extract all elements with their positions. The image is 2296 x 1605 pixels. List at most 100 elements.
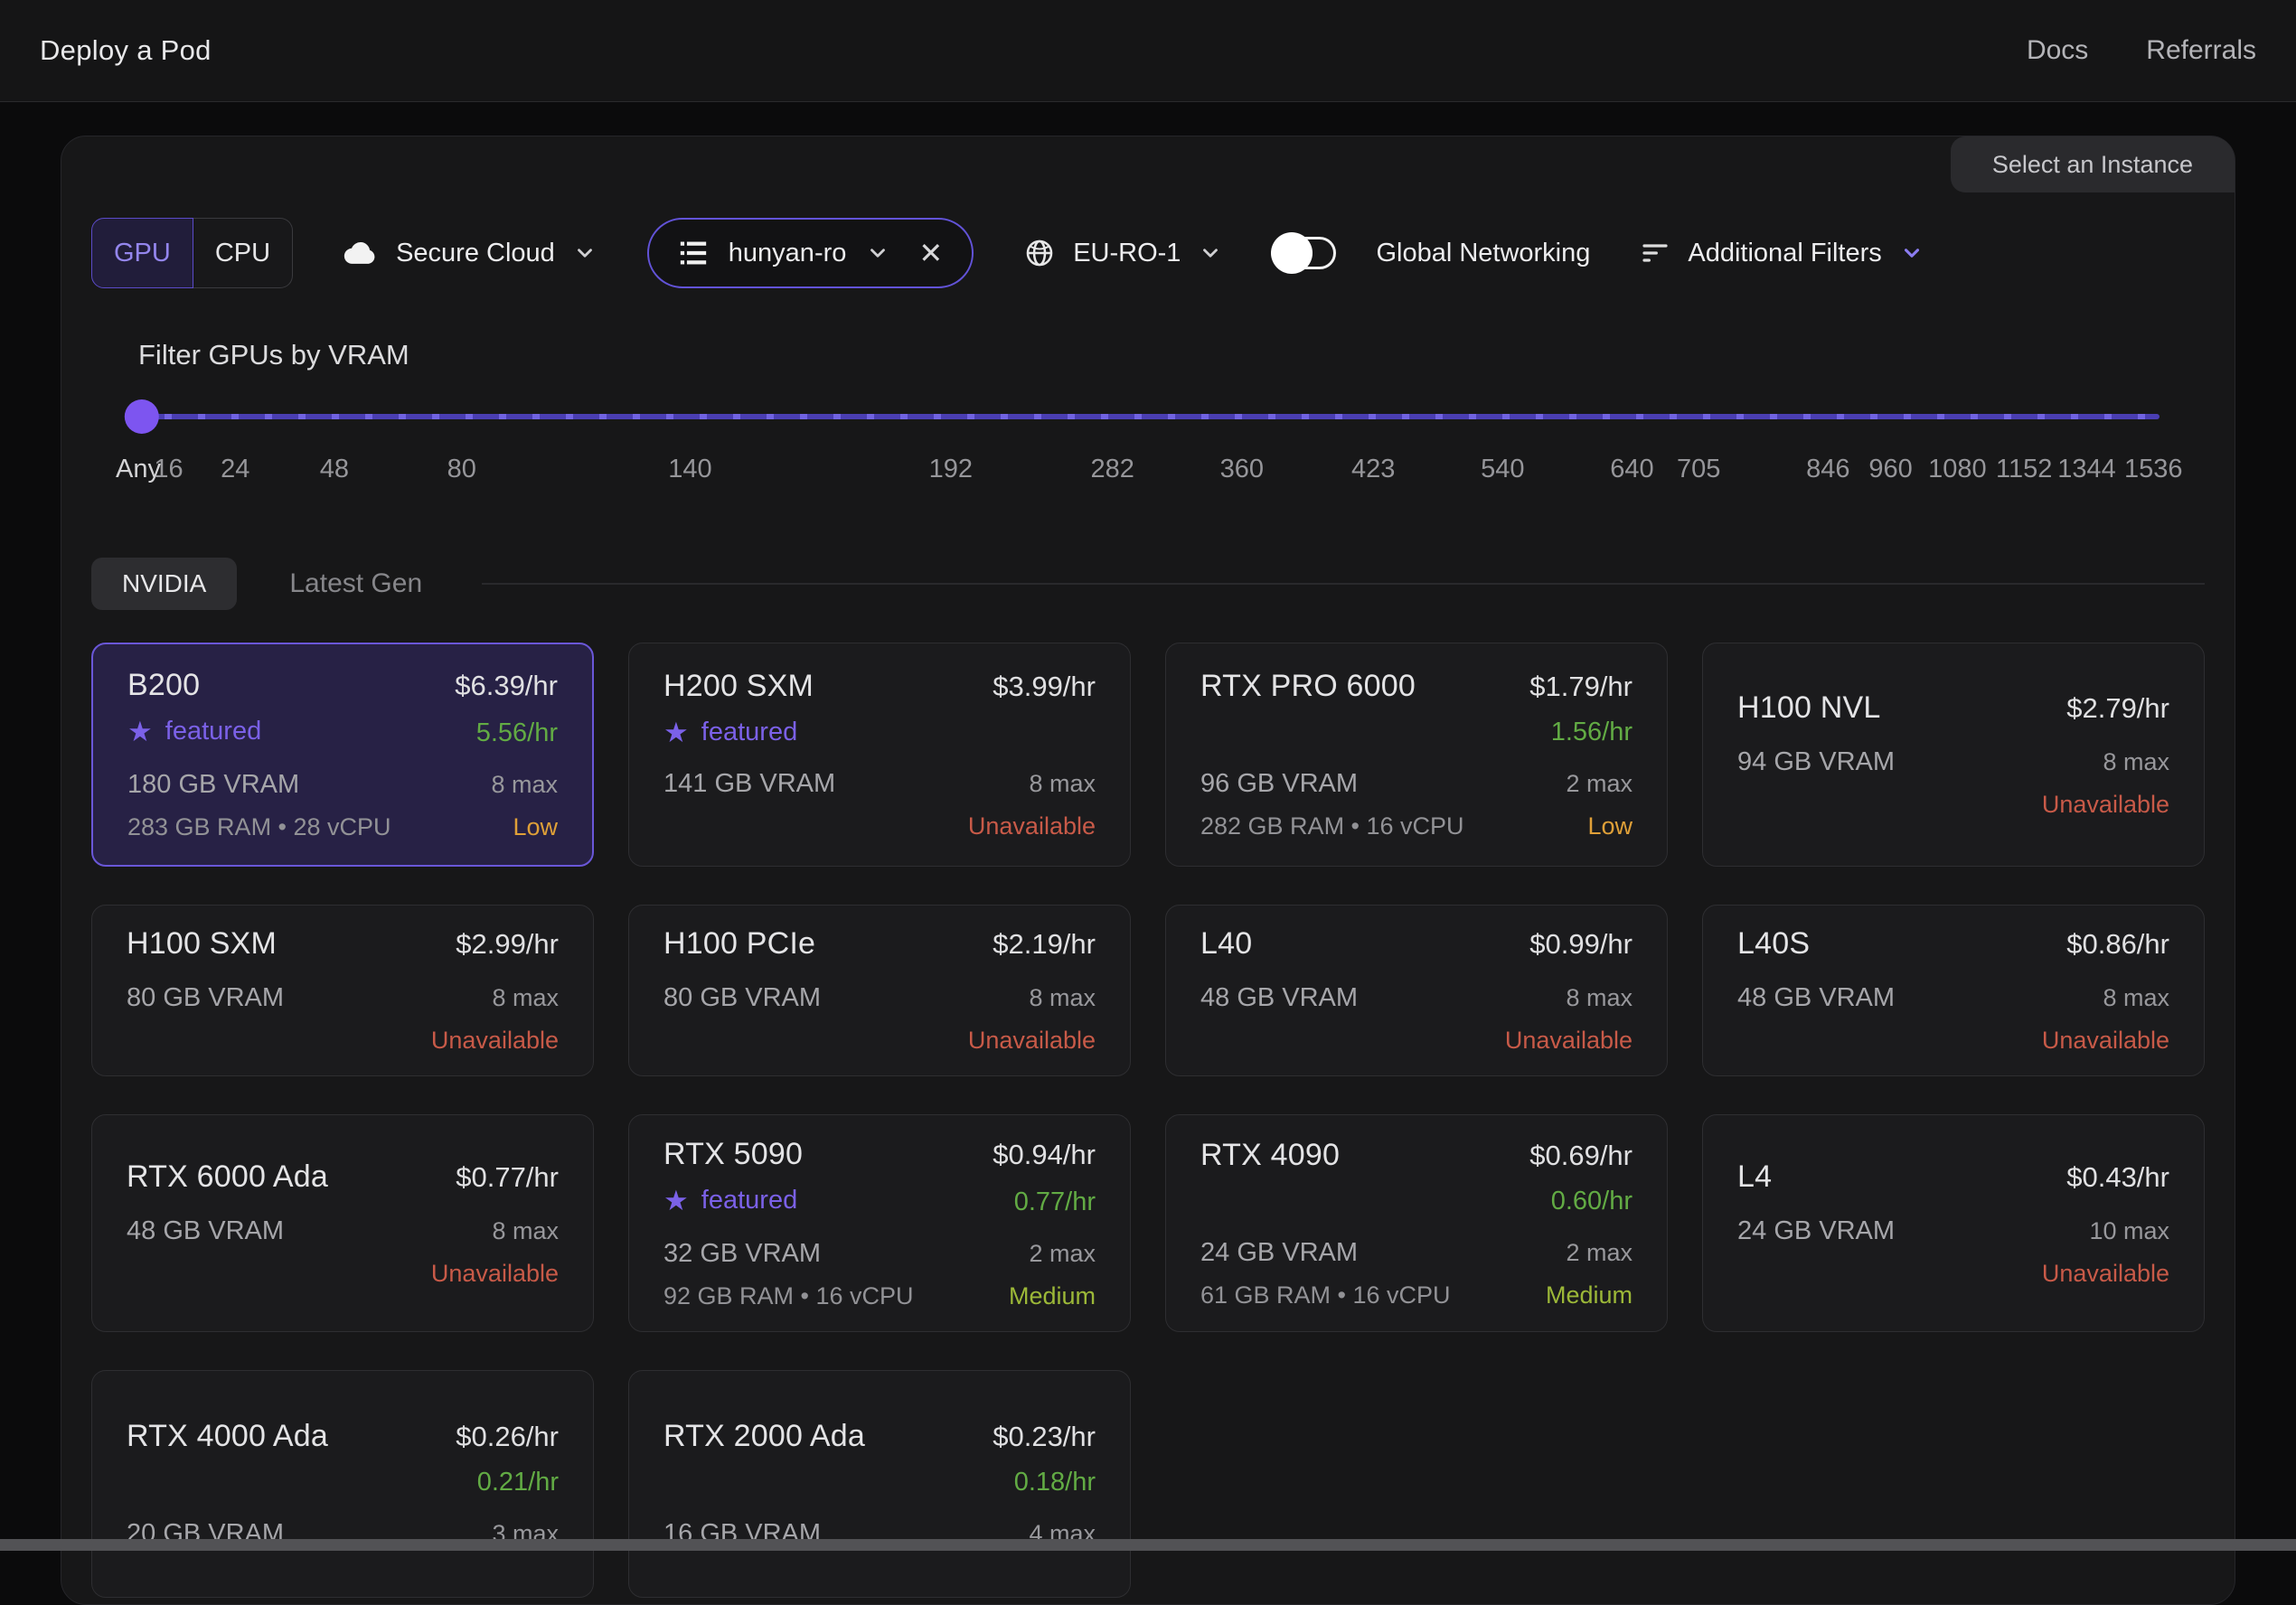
- availability-status: Unavailable: [1504, 1027, 1633, 1054]
- availability-status: Medium: [1008, 1281, 1096, 1309]
- gpu-card[interactable]: RTX PRO 6000 $1.79/hr 1.56/hr 96 GB VRAM 2 m…: [1165, 643, 1668, 867]
- max-gpu-count: 8 max: [2103, 748, 2169, 775]
- gpu-name: RTX 2000 Ada: [663, 1419, 865, 1453]
- max-gpu-count: 2 max: [1029, 1239, 1096, 1267]
- gpu-card[interactable]: H100 NVL $2.79/hr 94 GB VRAM 8 max Unavailab…: [1702, 643, 2205, 867]
- gpu-name: B200: [127, 668, 201, 702]
- gpu-name: H100 NVL: [1737, 690, 1881, 725]
- vram-value: 24 GB VRAM: [1737, 1215, 1896, 1245]
- availability-status: Low: [513, 813, 558, 840]
- gpu-card[interactable]: RTX 5090 $0.94/hr ★ featured 0.77/hr 32 GB VR…: [628, 1114, 1131, 1332]
- gpu-card[interactable]: L40 $0.99/hr 48 GB VRAM 8 max Unavailable: [1165, 905, 1668, 1076]
- bottom-edge-bar: [0, 1539, 2296, 1551]
- gpu-card[interactable]: RTX 4090 $0.69/hr 0.60/hr 24 GB VRAM 2 max 61…: [1165, 1114, 1668, 1332]
- gpu-card[interactable]: B200 $6.39/hr ★ featured 5.56/hr 180 GB VRAM 8…: [91, 643, 594, 867]
- chevron-down-icon: [1900, 241, 1924, 265]
- gpu-name: H100 SXM: [127, 926, 278, 961]
- clear-template-filter-icon[interactable]: ✕: [918, 237, 944, 269]
- template-filter-pill[interactable]: hunyan-ro ✕: [646, 218, 974, 288]
- tab-nvidia[interactable]: NVIDIA: [91, 558, 238, 610]
- global-networking-control: Global Networking: [1271, 232, 1591, 274]
- gpu-price: $0.26/hr: [456, 1421, 559, 1452]
- chevron-down-icon[interactable]: [866, 241, 889, 265]
- template-filter-label: hunyan-ro: [728, 238, 847, 268]
- nav-referrals-link[interactable]: Referrals: [2146, 35, 2256, 65]
- gpu-card[interactable]: H100 PCIe $2.19/hr 80 GB VRAM 8 max Unavaila…: [628, 905, 1131, 1076]
- featured-star-icon: ★: [127, 716, 153, 747]
- gpu-name: RTX 4090: [1200, 1137, 1341, 1172]
- vram-value: 24 GB VRAM: [1200, 1237, 1359, 1267]
- vram-tick-label: 360: [1219, 455, 1265, 483]
- global-networking-toggle[interactable]: [1271, 232, 1337, 274]
- vram-tick-label: 705: [1676, 455, 1721, 483]
- vram-value: 96 GB VRAM: [1200, 769, 1359, 798]
- gpu-price: $0.99/hr: [1529, 928, 1633, 960]
- availability-status: Unavailable: [967, 1027, 1096, 1054]
- additional-filters-label: Additional Filters: [1688, 238, 1882, 268]
- nav-docs-link[interactable]: Docs: [2026, 35, 2089, 65]
- vram-value: 80 GB VRAM: [663, 983, 822, 1012]
- gpu-name: RTX 4000 Ada: [127, 1419, 328, 1453]
- vram-tick-label: 423: [1350, 455, 1396, 483]
- vram-tick-label: 16: [154, 455, 183, 483]
- gpu-name: H100 PCIe: [663, 926, 816, 961]
- vram-slider-track[interactable]: [138, 414, 2160, 419]
- global-networking-label: Global Networking: [1376, 238, 1591, 268]
- vram-tick-label: 1152: [1996, 455, 2053, 483]
- vram-slider[interactable]: [124, 399, 2160, 435]
- gpu-price: $3.99/hr: [993, 671, 1096, 702]
- vram-slider-thumb[interactable]: [124, 399, 159, 434]
- vram-value: 48 GB VRAM: [1200, 983, 1359, 1012]
- vram-value: 32 GB VRAM: [663, 1238, 822, 1268]
- gpu-name: L40: [1200, 926, 1253, 961]
- gpu-cpu-toggle: GPU CPU: [91, 218, 294, 288]
- gpu-card[interactable]: RTX 6000 Ada $0.77/hr 48 GB VRAM 8 max Unava…: [91, 1114, 594, 1332]
- gpu-card[interactable]: RTX 4000 Ada $0.26/hr 0.21/hr 20 GB VRAM 3 m…: [91, 1370, 594, 1598]
- ram-vcpu-value: 92 GB RAM • 16 vCPU: [663, 1281, 914, 1309]
- gpu-price: $0.94/hr: [993, 1138, 1096, 1170]
- region-label: EU-RO-1: [1073, 238, 1181, 268]
- gpu-price: $2.19/hr: [993, 928, 1096, 960]
- gpu-price: $2.99/hr: [456, 928, 559, 960]
- top-bar: Deploy a Pod Docs Referrals: [0, 0, 2296, 102]
- deploy-panel: Select an Instance GPU CPU Secure Cloud: [61, 136, 2235, 1605]
- vram-tick-label: 846: [1806, 455, 1850, 483]
- gpu-card[interactable]: H100 SXM $2.99/hr 80 GB VRAM 8 max Unavailab…: [91, 905, 594, 1076]
- gpu-card[interactable]: L4 $0.43/hr 24 GB VRAM 10 max Unavailable: [1702, 1114, 2205, 1332]
- max-gpu-count: 8 max: [492, 1216, 559, 1244]
- tab-latest-gen[interactable]: Latest Gen: [289, 568, 423, 598]
- gpu-card[interactable]: RTX 2000 Ada $0.23/hr 0.18/hr 16 GB VRAM 4 m…: [628, 1370, 1131, 1598]
- gpu-grid: B200 $6.39/hr ★ featured 5.56/hr 180 GB VRAM 8…: [91, 643, 2205, 1598]
- gpu-tab[interactable]: GPU: [91, 218, 193, 288]
- gpu-generation-tabs: NVIDIA Latest Gen: [91, 558, 2205, 610]
- featured-badge: ★ featured: [127, 717, 261, 746]
- featured-label: featured: [165, 717, 262, 746]
- gpu-card[interactable]: L40S $0.86/hr 48 GB VRAM 8 max Unavailable: [1702, 905, 2205, 1076]
- max-gpu-count: 8 max: [492, 984, 559, 1011]
- template-list-icon: [678, 238, 709, 268]
- availability-status: Unavailable: [967, 812, 1096, 840]
- ram-vcpu-value: 61 GB RAM • 16 vCPU: [1200, 1281, 1451, 1309]
- toggle-knob[interactable]: [1271, 232, 1313, 274]
- vram-tick-label: 640: [1610, 455, 1654, 483]
- ram-vcpu-value: 283 GB RAM • 28 vCPU: [127, 813, 391, 840]
- gpu-price: $6.39/hr: [455, 670, 558, 701]
- discount-price: 1.56/hr: [1550, 718, 1633, 746]
- select-instance-tab: Select an Instance: [1950, 136, 2235, 192]
- featured-badge: ★ featured: [663, 1186, 797, 1215]
- featured-label: featured: [701, 1185, 798, 1215]
- region-dropdown[interactable]: EU-RO-1: [1024, 238, 1222, 268]
- cpu-tab[interactable]: CPU: [193, 218, 294, 288]
- vram-value: 48 GB VRAM: [127, 1215, 285, 1245]
- vram-tick-label: 960: [1868, 455, 1913, 483]
- gpu-price: $0.86/hr: [2066, 928, 2169, 960]
- filter-icon: [1641, 239, 1670, 268]
- gpu-price: $1.79/hr: [1529, 671, 1633, 702]
- chevron-down-icon: [1199, 241, 1222, 265]
- vram-tick-label: 48: [319, 455, 350, 483]
- gpu-card[interactable]: H200 SXM $3.99/hr ★ featured 141 GB VRAM 8 ma…: [628, 643, 1131, 867]
- vram-tick-label: 192: [928, 455, 974, 483]
- additional-filters-dropdown[interactable]: Additional Filters: [1641, 239, 1923, 268]
- ram-vcpu-value: 282 GB RAM • 16 vCPU: [1200, 812, 1464, 840]
- cloud-type-dropdown[interactable]: Secure Cloud: [343, 239, 597, 268]
